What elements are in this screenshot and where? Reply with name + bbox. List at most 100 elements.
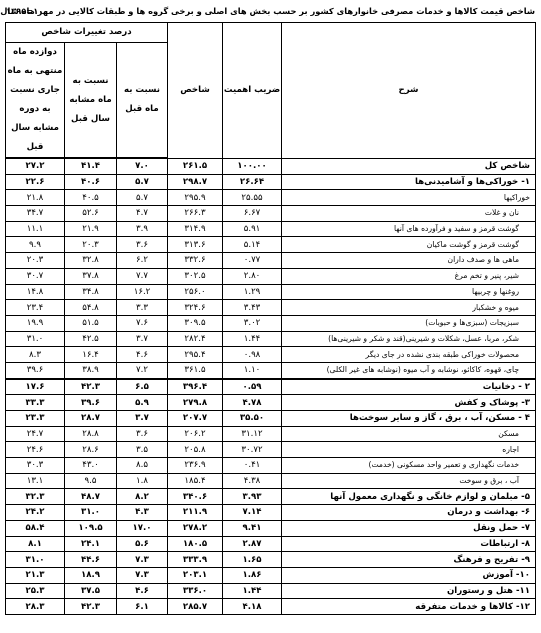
row-index: ۲۷۹.۸	[167, 394, 224, 411]
row-desc: ۲ - دخانیات	[281, 378, 537, 396]
table-row: چای، قهوه، کاکائو، نوشابه و آب میوه (نوش…	[4, 361, 537, 380]
row-weight: ۲۵.۵۵	[222, 189, 283, 207]
table-row: خدمات نگهداری و تعمیر واحد مسکونی (خدمت)…	[4, 457, 537, 474]
row-monthly-change: ۶.۱	[116, 598, 169, 615]
row-weight: ۰.۴۱	[222, 457, 283, 474]
row-desc: ۳- پوشاک و کفش	[281, 394, 537, 411]
row-desc: ۷- حمل ونقل	[281, 519, 537, 537]
table-row: ۴ - مسکن، آب ، برق ، گاز و سایر سوخت‌ها ۳…	[4, 410, 537, 427]
row-annual-change: ۳۹.۶	[4, 361, 66, 380]
header-annual: دوازده ماه منتهی به ماه جاری نسبت به دور…	[4, 42, 66, 159]
row-desc: میوه و خشکبار	[281, 299, 537, 316]
row-weight: ۲.۸۷	[222, 535, 283, 553]
table-row: ۱۰- آموزش ۱.۸۶ ۲۰۳.۱ ۷.۳ ۱۸.۹ ۲۱.۳	[4, 566, 537, 584]
row-monthly-change: ۳.۳	[116, 299, 169, 316]
row-annual-change: ۱۱.۱	[4, 220, 66, 238]
row-annual-change: ۱۳.۱	[4, 472, 66, 490]
row-desc: خوراکیها	[281, 189, 537, 207]
row-annual-change: ۵۸.۴	[4, 519, 66, 537]
row-index: ۳۳۶.۰	[167, 582, 224, 600]
row-monthly-change: ۶.۵	[116, 378, 169, 396]
table-row: سبزیجات (سبزی‌ها و حبوبات) ۳.۰۲ ۳۰۹.۵ ۷.۶ ۵۱…	[4, 314, 537, 332]
row-desc: ماهی ها و صدف داران	[281, 252, 537, 269]
row-monthly-change: ۳.۷	[116, 330, 169, 348]
table-header: شرح ضریب اهمیت شاخص درصد تغییرات شاخص نس…	[4, 22, 537, 159]
row-yearly-change: ۲۸.۶	[64, 441, 118, 459]
row-yearly-change: ۲۸.۸	[64, 425, 118, 443]
row-weight: ۳.۴۳	[222, 299, 283, 316]
row-desc: ۱- خوراکی‌ها و آشامیدنی‌ها	[281, 173, 537, 191]
table-row: ۶- بهداشت و درمان ۷.۱۴ ۲۱۱.۹ ۴.۳ ۳۱.۰ ۲۴.۲	[4, 504, 537, 521]
table-row: ۷- حمل ونقل ۹.۴۱ ۲۷۸.۲ ۱۷.۰ ۱۰۹.۵ ۵۸.۴	[4, 519, 537, 537]
row-monthly-change: ۳.۷	[116, 410, 169, 427]
row-desc: روغنها و چربیها	[281, 283, 537, 301]
row-yearly-change: ۳۹.۶	[64, 394, 118, 411]
row-weight: ۱.۲۹	[222, 283, 283, 301]
header-change-group: درصد تغییرات شاخص	[4, 22, 169, 43]
row-index: ۲۶۶.۳	[167, 205, 224, 222]
row-annual-change: ۲۳.۳	[4, 410, 66, 427]
row-monthly-change: ۱۷.۰	[116, 519, 169, 537]
row-index: ۲۸۵.۷	[167, 598, 224, 615]
row-desc: ۹- تفریح و فرهنگ	[281, 551, 537, 568]
row-monthly-change: ۸.۵	[116, 457, 169, 474]
row-yearly-change: ۲۴.۱	[64, 535, 118, 553]
table-row: ۲ - دخانیات ۰.۵۹ ۳۹۶.۴ ۶.۵ ۴۲.۳ ۱۷.۶	[4, 378, 537, 396]
table-row: ۹- تفریح و فرهنگ ۱.۶۵ ۳۳۳.۹ ۷.۳ ۴۴.۶ ۳۱.۰	[4, 551, 537, 568]
row-desc: ۵- مبلمان و لوازم خانگی و نگهداری معمول …	[281, 488, 537, 506]
row-annual-change: ۲۱.۳	[4, 566, 66, 584]
row-weight: ۲.۸۰	[222, 267, 283, 285]
row-weight: ۳۵.۵۰	[222, 410, 283, 427]
row-yearly-change: ۹.۵	[64, 472, 118, 490]
row-index: ۱۸۰.۵	[167, 535, 224, 553]
row-index: ۳۶۱.۵	[167, 361, 224, 380]
row-index: ۳۹۶.۴	[167, 378, 224, 396]
row-annual-change: ۲۱.۸	[4, 189, 66, 207]
row-weight: ۱.۸۶	[222, 566, 283, 584]
row-weight: ۵.۱۴	[222, 236, 283, 254]
row-weight: ۰.۷۷	[222, 252, 283, 269]
row-monthly-change: ۷.۰	[116, 157, 169, 175]
row-index: ۳۴۰.۶	[167, 488, 224, 506]
table-row: میوه و خشکبار ۳.۴۳ ۳۲۴.۶ ۳.۳ ۵۴.۸ ۲۳.۴	[4, 299, 537, 316]
row-monthly-change: ۱.۸	[116, 472, 169, 490]
table-row: ماهی ها و صدف داران ۰.۷۷ ۳۳۲.۶ ۶.۲ ۳۲.۸ ۲۰.۳	[4, 252, 537, 269]
row-monthly-change: ۴.۶	[116, 346, 169, 363]
row-weight: ۱۰۰.۰۰	[222, 157, 283, 175]
row-weight: ۱.۱۰	[222, 361, 283, 380]
row-index: ۳۳۲.۶	[167, 252, 224, 269]
row-weight: ۴.۳۸	[222, 472, 283, 490]
row-weight: ۷.۱۴	[222, 504, 283, 521]
row-index: ۲۹۵.۹	[167, 189, 224, 207]
row-yearly-change: ۱۶.۴	[64, 346, 118, 363]
row-annual-change: ۹.۹	[4, 236, 66, 254]
row-monthly-change: ۵.۶	[116, 535, 169, 553]
row-desc: شکر، مربا، عسل، شکلات و شیرینی(قند و شکر…	[281, 330, 537, 348]
row-index: ۳۳۳.۹	[167, 551, 224, 568]
table-row: شاخص کل ۱۰۰.۰۰ ۲۶۱.۵ ۷.۰ ۴۱.۴ ۲۷.۲	[4, 157, 537, 175]
row-desc: شیر، پنیر و تخم مرغ	[281, 267, 537, 285]
row-weight: ۳.۹۳	[222, 488, 283, 506]
row-annual-change: ۲۴.۲	[4, 504, 66, 521]
row-annual-change: ۲۵.۳	[4, 582, 66, 600]
row-yearly-change: ۱۸.۹	[64, 566, 118, 584]
row-yearly-change: ۴۰.۵	[64, 189, 118, 207]
table-row: محصولات خوراکی طبقه بندی نشده در جای دیگ…	[4, 346, 537, 363]
row-index: ۲۸۲.۴	[167, 330, 224, 348]
row-desc: ۱۱- هتل و رستوران	[281, 582, 537, 600]
row-weight: ۳۰.۷۲	[222, 441, 283, 459]
row-weight: ۰.۹۸	[222, 346, 283, 363]
table-row: گوشت قرمز و سفید و فرآورده های آنها ۵.۹۱ ۳…	[4, 220, 537, 238]
table-row: گوشت قرمز و گوشت ماکیان ۵.۱۴ ۳۱۳.۶ ۳.۶ ۲۰.۳ ۹…	[4, 236, 537, 254]
row-yearly-change: ۲۱.۹	[64, 220, 118, 238]
row-monthly-change: ۷.۷	[116, 267, 169, 285]
row-monthly-change: ۷.۲	[116, 361, 169, 380]
table-row: خوراکیها ۲۵.۵۵ ۲۹۵.۹ ۵.۷ ۴۰.۵ ۲۱.۸	[4, 189, 537, 207]
row-yearly-change: ۳۱.۰	[64, 504, 118, 521]
table-row: شکر، مربا، عسل، شکلات و شیرینی(قند و شکر…	[4, 330, 537, 348]
row-annual-change: ۳۰.۷	[4, 267, 66, 285]
row-weight: ۴.۷۸	[222, 394, 283, 411]
row-yearly-change: ۴۲.۳	[64, 598, 118, 615]
row-desc: گوشت قرمز و گوشت ماکیان	[281, 236, 537, 254]
row-desc: چای، قهوه، کاکائو، نوشابه و آب میوه (نوش…	[281, 361, 537, 380]
